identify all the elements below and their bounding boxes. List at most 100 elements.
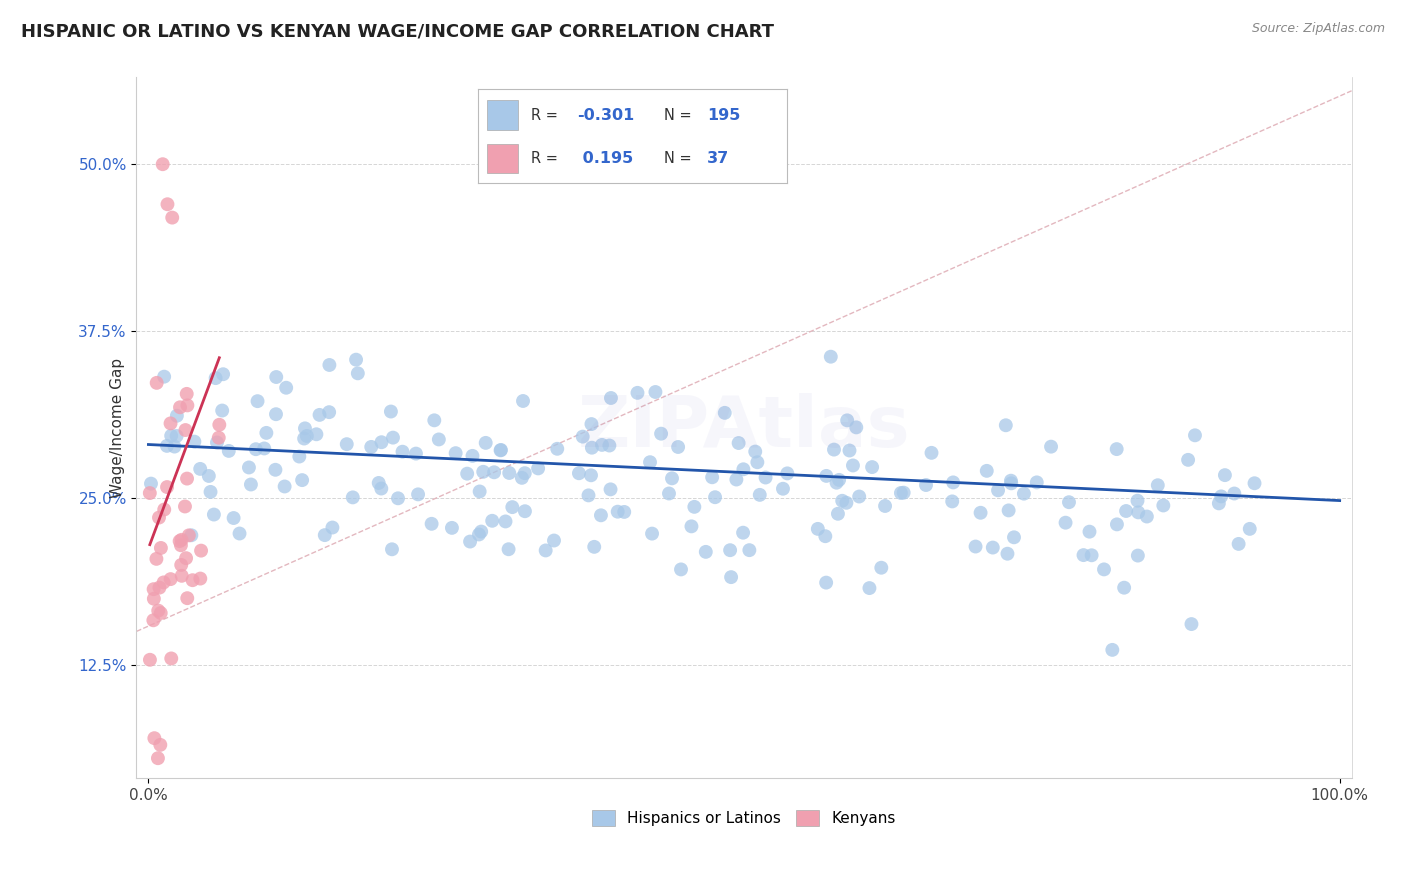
Point (1152, 499, 1174, 513)
Point (1040, 440, 1063, 454)
Point (997, 547, 1019, 561)
Point (704, 490, 727, 504)
Point (858, 581, 880, 595)
Point (1002, 530, 1025, 544)
Point (1243, 476, 1265, 491)
Point (142, 613, 165, 627)
Point (142, 591, 165, 606)
Point (1126, 493, 1149, 508)
Point (893, 485, 915, 500)
Text: Source: ZipAtlas.com: Source: ZipAtlas.com (1251, 22, 1385, 36)
Point (860, 460, 883, 475)
Point (370, 482, 392, 496)
Point (835, 496, 858, 510)
Point (606, 505, 628, 519)
Point (143, 731, 166, 746)
Point (344, 352, 367, 367)
Point (160, 428, 183, 442)
Point (848, 490, 870, 504)
Point (238, 460, 260, 475)
Point (292, 432, 315, 446)
Point (211, 403, 233, 417)
Point (423, 413, 446, 427)
Point (314, 528, 336, 542)
Point (994, 418, 1017, 433)
Point (1177, 453, 1199, 467)
Point (942, 475, 965, 490)
Point (599, 483, 621, 497)
Point (139, 486, 162, 500)
Point (1136, 509, 1159, 524)
Point (188, 572, 211, 586)
Point (1092, 562, 1115, 576)
Point (305, 427, 328, 442)
Point (200, 484, 222, 499)
Point (568, 467, 591, 481)
Point (198, 469, 221, 483)
Point (681, 519, 703, 533)
Point (965, 540, 987, 554)
Point (1073, 548, 1095, 562)
Point (727, 436, 749, 450)
Point (387, 491, 409, 506)
Point (336, 437, 359, 451)
Point (1012, 486, 1035, 500)
Point (188, 462, 211, 476)
Point (1184, 428, 1206, 442)
Point (458, 534, 481, 549)
Point (921, 446, 943, 460)
Point (1114, 581, 1136, 595)
Point (228, 526, 250, 541)
Point (571, 429, 593, 443)
Point (163, 440, 186, 454)
Point (246, 394, 269, 409)
Point (581, 417, 603, 431)
Point (156, 197, 179, 211)
Point (1128, 505, 1150, 519)
Point (733, 525, 755, 540)
Point (149, 541, 172, 555)
Text: N =: N = (664, 108, 692, 123)
Text: 0.195: 0.195 (576, 151, 633, 166)
Point (139, 653, 162, 667)
Point (501, 500, 523, 515)
Point (156, 480, 179, 494)
Point (176, 472, 198, 486)
Point (468, 484, 491, 499)
Point (534, 543, 557, 558)
Point (815, 469, 838, 483)
Point (837, 413, 859, 427)
Point (308, 408, 330, 422)
Point (513, 504, 536, 518)
Point (683, 500, 706, 514)
Point (204, 371, 226, 385)
Point (513, 466, 536, 480)
Point (1211, 490, 1233, 504)
Point (543, 533, 565, 548)
Point (823, 442, 845, 457)
Point (456, 467, 478, 481)
Point (145, 552, 167, 566)
Point (440, 521, 463, 535)
Point (489, 442, 512, 457)
Point (264, 463, 287, 477)
Point (427, 433, 450, 447)
Point (941, 494, 963, 508)
Point (1025, 475, 1047, 490)
Point (444, 446, 467, 460)
Point (1180, 617, 1202, 632)
Text: 37: 37 (707, 151, 730, 166)
Point (380, 404, 402, 418)
Point (153, 369, 176, 384)
Point (176, 387, 198, 401)
Point (1105, 442, 1128, 456)
Point (581, 441, 603, 455)
Point (174, 551, 197, 566)
Point (976, 464, 998, 478)
Point (148, 581, 170, 595)
Point (170, 538, 193, 552)
Point (661, 471, 683, 485)
Point (748, 488, 770, 502)
Point (146, 751, 169, 765)
Point (755, 470, 778, 484)
